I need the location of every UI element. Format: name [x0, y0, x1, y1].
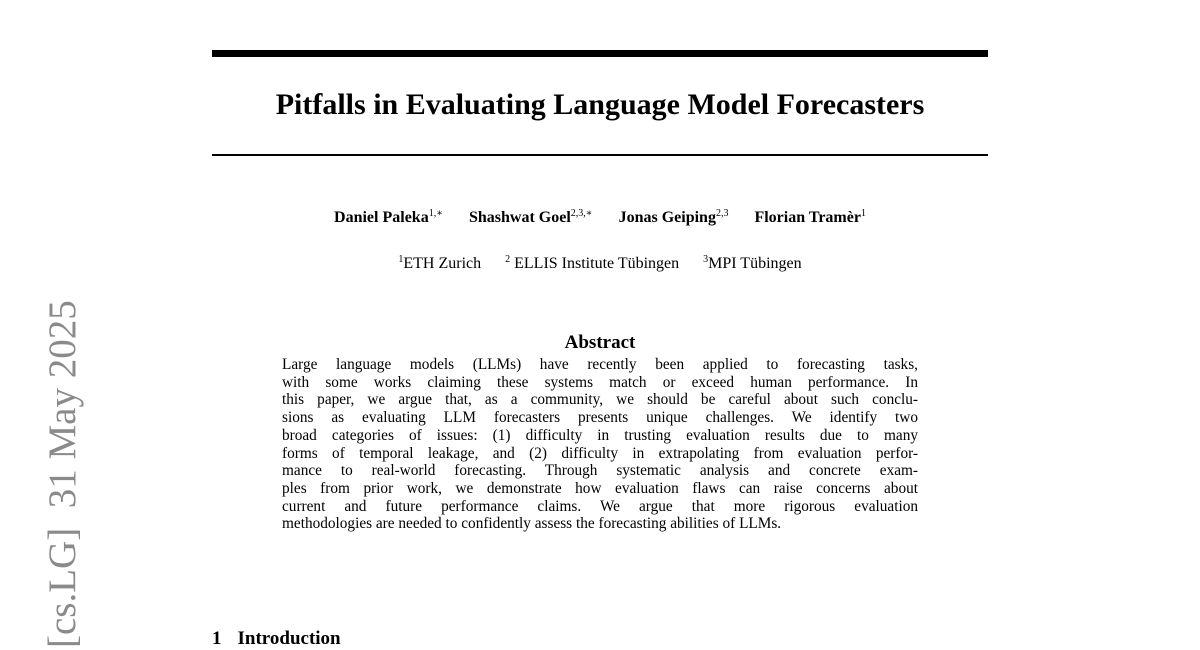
- abstract-line: methodologies are needed to confidently …: [282, 515, 782, 533]
- author-name: Jonas Geiping: [618, 209, 716, 226]
- section-number: 1: [212, 628, 222, 649]
- author-sup: 1,∗: [428, 208, 443, 219]
- author: Shashwat Goel2,3,∗: [469, 208, 593, 227]
- affiliation: 1ETH Zurich: [398, 254, 482, 273]
- author: Jonas Geiping2,3: [618, 208, 729, 227]
- affiliation-name: ETH Zurich: [403, 255, 482, 272]
- section-title: Introduction: [237, 628, 341, 649]
- abstract-heading: Abstract: [564, 332, 636, 353]
- title-top-rule: [212, 50, 988, 57]
- title-bottom-rule: [212, 154, 988, 156]
- author: Florian Tramèr1: [754, 208, 866, 227]
- author-sup: 2,3,∗: [570, 208, 593, 219]
- author-list: Daniel Paleka1,∗ Shashwat Goel2,3,∗ Jona…: [212, 209, 988, 227]
- author-sup: 2,3: [715, 208, 729, 219]
- paper-title: Pitfalls in Evaluating Language Model Fo…: [275, 88, 925, 121]
- affiliation-name: ELLIS Institute Tübingen: [510, 255, 680, 272]
- affiliation: 2 ELLIS Institute Tübingen: [505, 254, 680, 273]
- abstract-line: with some works claiming these systems m…: [282, 373, 918, 391]
- affiliation-list: 1ETH Zurich 2 ELLIS Institute Tübingen 3…: [212, 255, 988, 273]
- affiliation-sup: 2: [505, 254, 511, 265]
- abstract-body: Large language models (LLMs) have recent…: [282, 356, 918, 533]
- arxiv-category: [cs.LG]: [41, 527, 84, 648]
- author: Daniel Paleka1,∗: [334, 208, 443, 227]
- abstract-line: forms of temporal leakage, and (2) diffi…: [282, 444, 918, 462]
- abstract-line: ples from prior work, we demonstrate how…: [282, 479, 918, 497]
- section-heading: 1 Introduction: [212, 628, 341, 650]
- arxiv-stamp: [cs.LG] 31 May 2025: [40, 300, 85, 648]
- author-name: Florian Tramèr: [754, 209, 861, 226]
- arxiv-date: 31 May 2025: [41, 300, 84, 509]
- abstract-line: sions as evaluating LLM forecasters pres…: [282, 409, 918, 427]
- abstract-line: Large language models (LLMs) have recent…: [282, 356, 918, 373]
- abstract-line: this paper, we argue that, as a communit…: [282, 391, 918, 409]
- affiliation-name: MPI Tübingen: [708, 255, 802, 272]
- abstract-line: mance to real-world forecasting. Through…: [282, 462, 918, 480]
- affiliation-sup: 3: [703, 254, 709, 265]
- affiliation-sup: 1: [398, 254, 404, 265]
- affiliation: 3MPI Tübingen: [703, 254, 802, 273]
- author-name: Daniel Paleka: [334, 209, 429, 226]
- abstract-line: current and future performance claims. W…: [282, 497, 918, 515]
- author-sup: 1: [860, 208, 866, 219]
- abstract-line: broad categories of issues: (1) difficul…: [282, 426, 918, 444]
- author-name: Shashwat Goel: [469, 209, 571, 226]
